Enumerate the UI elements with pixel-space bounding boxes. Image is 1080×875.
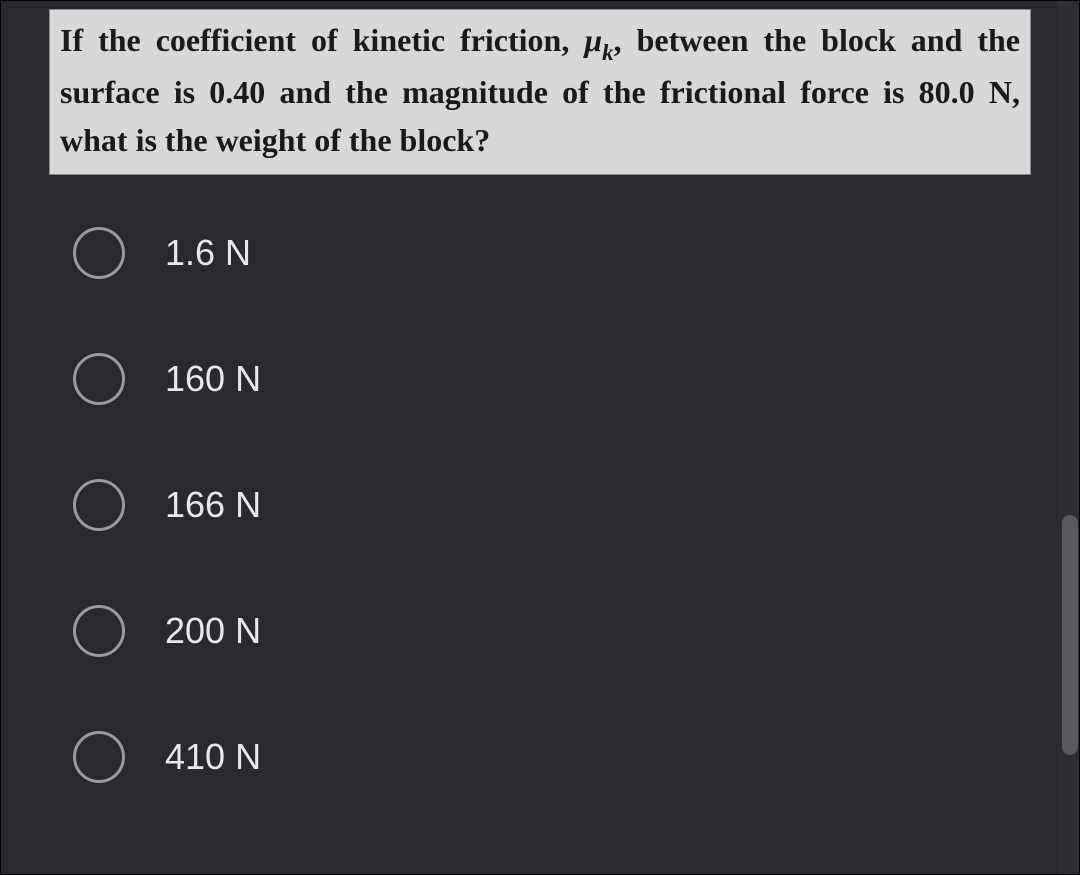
option-label: 200 N: [165, 610, 261, 652]
option-label: 410 N: [165, 736, 261, 778]
radio-icon[interactable]: [73, 731, 125, 783]
option-row[interactable]: 200 N: [73, 605, 1079, 657]
option-label: 1.6 N: [165, 232, 251, 274]
radio-icon[interactable]: [73, 479, 125, 531]
question-text: If the coefficient of kinetic friction, …: [49, 9, 1031, 175]
scrollbar-thumb[interactable]: [1062, 515, 1078, 755]
option-label: 160 N: [165, 358, 261, 400]
question-part1: If the coefficient of kinetic friction,: [60, 22, 584, 58]
option-row[interactable]: 160 N: [73, 353, 1079, 405]
options-list: 1.6 N 160 N 166 N 200 N 410 N: [73, 227, 1079, 783]
option-label: 166 N: [165, 484, 261, 526]
radio-icon[interactable]: [73, 227, 125, 279]
option-row[interactable]: 1.6 N: [73, 227, 1079, 279]
option-row[interactable]: 166 N: [73, 479, 1079, 531]
question-comma: ,: [614, 22, 622, 58]
radio-icon[interactable]: [73, 605, 125, 657]
scrollbar-track[interactable]: [1058, 0, 1080, 875]
option-row[interactable]: 410 N: [73, 731, 1079, 783]
radio-icon[interactable]: [73, 353, 125, 405]
mu-symbol: μ: [584, 22, 602, 58]
mu-subscript: k: [602, 39, 614, 65]
